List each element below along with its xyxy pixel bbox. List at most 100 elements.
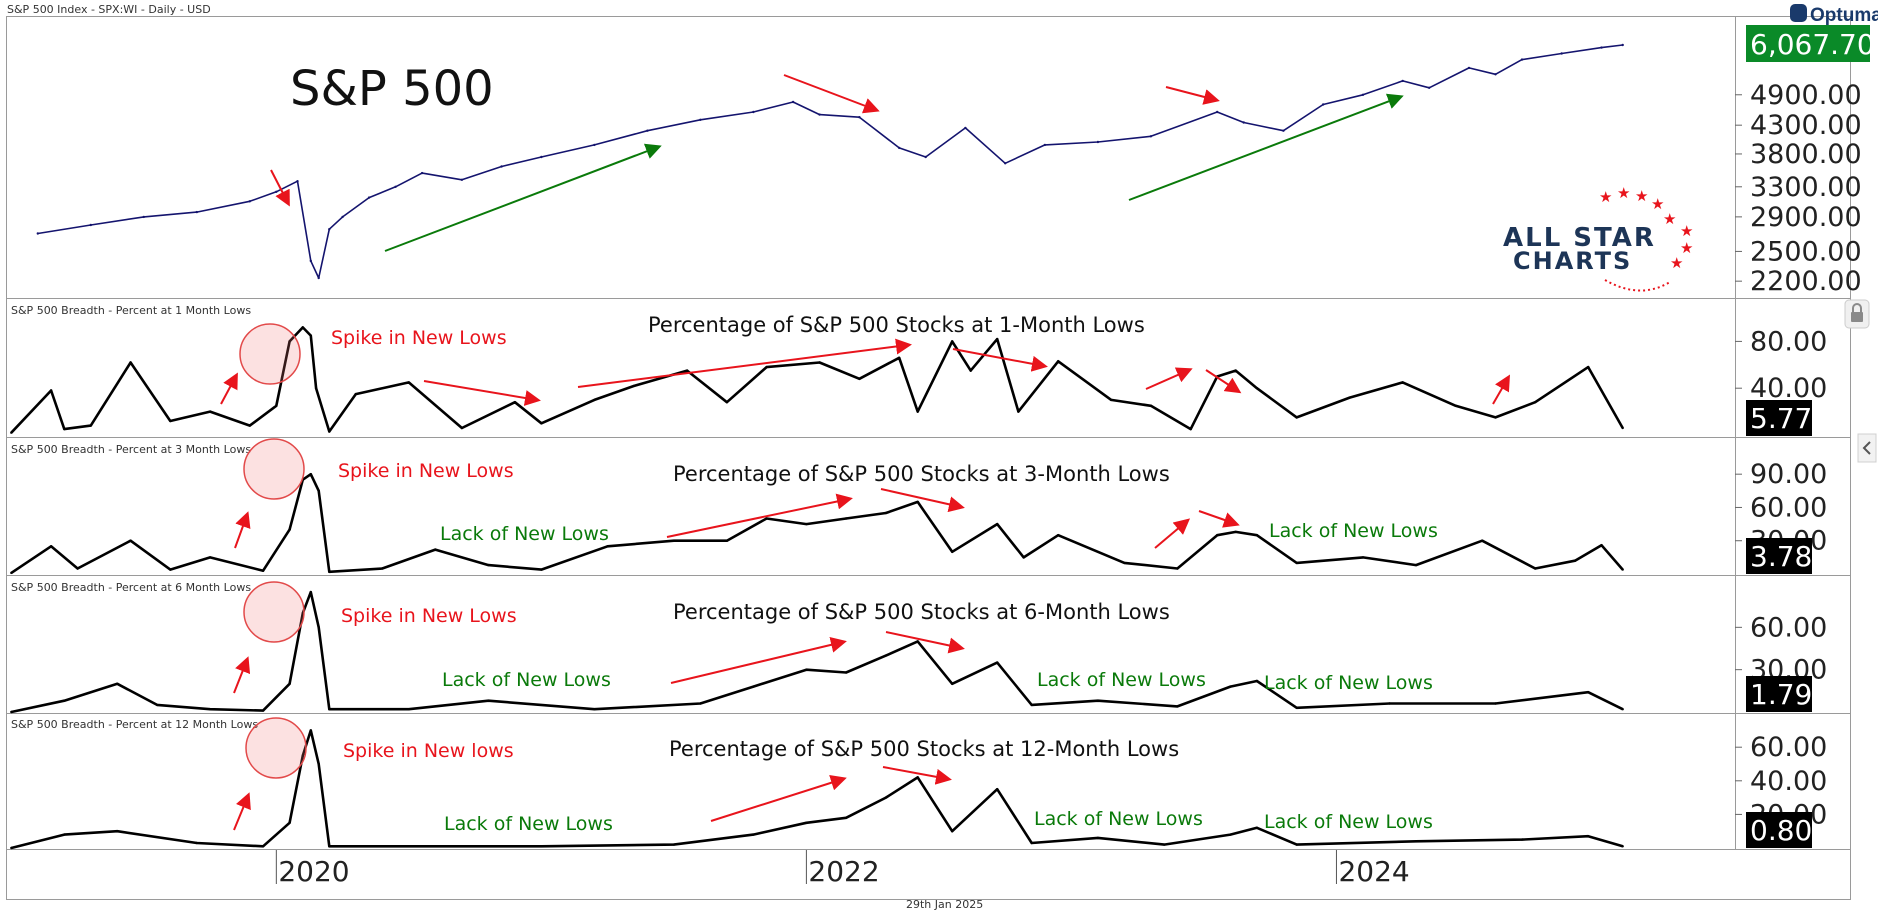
data-point-breadth_12m	[996, 788, 999, 791]
data-point-breadth_3m	[725, 539, 729, 542]
data-point-price	[1600, 46, 1603, 49]
date-footer: 29th Jan 2025	[906, 898, 983, 911]
data-point-breadth_6m	[208, 708, 212, 711]
svg-text:★: ★	[1599, 188, 1612, 206]
data-point-price	[142, 215, 145, 219]
last-value-box-1m: 5.77	[1746, 400, 1812, 436]
data-point-breadth_3m	[1057, 534, 1060, 537]
last-value-box-6m: 1.79	[1746, 676, 1812, 712]
y-tick-price: 2500.00	[1750, 236, 1862, 267]
data-point-price	[1560, 52, 1563, 55]
data-point-breadth_3m	[606, 545, 609, 548]
last-price-box: 6,067.70	[1746, 25, 1875, 62]
watermark-line-2: CHARTS	[1513, 247, 1632, 275]
data-point-marks	[10, 43, 1624, 850]
data-point-breadth_1m	[969, 369, 972, 372]
panel-frames	[6, 16, 1851, 900]
price-series-line	[37, 44, 1623, 279]
red-arrow	[233, 792, 251, 831]
data-point-breadth_6m	[1229, 685, 1232, 688]
data-point-breadth_1m	[89, 424, 93, 427]
data-point-breadth_1m	[275, 404, 278, 407]
last-value-box-3m: 3.78	[1746, 538, 1812, 574]
y-tick-price: 3300.00	[1750, 172, 1862, 203]
last-price-bg	[1746, 25, 1870, 62]
svg-text:★: ★	[1663, 210, 1676, 228]
star-arc-dots	[1604, 279, 1671, 292]
data-point-breadth_1m	[916, 410, 919, 413]
data-point-breadth_3m	[996, 522, 999, 526]
x-axis-ticks: 2020 2022 2024	[275, 850, 1410, 888]
data-point-breadth_6m	[309, 590, 312, 594]
data-point-breadth_3m	[76, 567, 79, 570]
spike-highlight-circles	[239, 323, 307, 779]
annotation-lack-6m-c: Lack of New Lows	[1264, 672, 1433, 694]
data-point-breadth_12m	[1414, 840, 1418, 843]
data-point-breadth_6m	[1255, 679, 1259, 683]
spike-circle-12m	[245, 717, 307, 779]
red-arrow	[666, 493, 853, 538]
data-point-breadth_3m	[844, 517, 848, 520]
data-point-breadth_12m	[1520, 838, 1524, 841]
data-point-breadth_1m	[49, 389, 53, 392]
data-point-breadth_1m	[208, 410, 212, 413]
y-tick-price: 4900.00	[1750, 80, 1862, 111]
panel-title-3m: Percentage of S&P 500 Stocks at 3-Month …	[673, 462, 1170, 486]
allstarcharts-watermark: ALL STAR CHARTS ★ ★ ★ ★★★ ★★	[1503, 184, 1693, 292]
data-point-price	[36, 232, 39, 235]
data-point-breadth_3m	[288, 528, 291, 531]
annotation-lack-12m-c: Lack of New Lows	[1264, 811, 1433, 833]
panel-caption-6m: S&P 500 Breadth - Percent at 6 Month Low…	[11, 581, 251, 594]
red-arrow	[1205, 369, 1242, 394]
data-point-breadth_6m	[288, 682, 291, 685]
y-tick-price: 2900.00	[1750, 202, 1862, 233]
x-tick-label: 2024	[1338, 855, 1409, 888]
data-point-price	[275, 190, 278, 193]
spike-circle-6m	[243, 581, 305, 643]
data-point-breadth_12m	[844, 816, 848, 819]
data-point-price	[1621, 43, 1624, 47]
data-point-breadth_6m	[1587, 691, 1590, 694]
data-point-breadth_12m	[1587, 835, 1590, 838]
data-point-breadth_1m	[858, 377, 861, 380]
lock-icon	[1851, 312, 1863, 322]
last-value-box-12m: 0.80	[1746, 812, 1812, 848]
green-trend-arrows	[384, 93, 1404, 252]
optuma-logo: Optuma	[1790, 4, 1878, 26]
data-point-price	[328, 228, 331, 231]
data-point-price	[646, 129, 649, 132]
data-point-breadth_6m	[407, 708, 410, 711]
annotation-lack-12m-b: Lack of New Lows	[1034, 808, 1203, 830]
data-point-breadth_12m	[884, 796, 888, 799]
lock-button[interactable]	[1844, 299, 1870, 329]
data-point-breadth_12m	[1621, 845, 1624, 848]
data-point-breadth_1m	[1401, 381, 1404, 384]
data-point-breadth_12m	[10, 846, 13, 850]
data-point-price	[858, 116, 861, 119]
data-point-breadth_12m	[1096, 836, 1100, 840]
annotation-lack-3m-a: Lack of New Lows	[440, 523, 609, 545]
annotation-lack-12m-a: Lack of New Lows	[444, 813, 613, 835]
data-point-breadth_3m	[1600, 544, 1603, 547]
data-point-breadth_1m	[540, 422, 543, 425]
data-point-breadth_3m	[1621, 568, 1624, 571]
data-point-breadth_12m	[309, 729, 312, 732]
y-axis-ticks: 4900.004300.003800.003300.002900.002500.…	[1735, 80, 1862, 830]
last-value-12m: 0.80	[1750, 814, 1812, 847]
data-point-breadth_6m	[10, 710, 13, 714]
svg-text:★: ★	[1617, 184, 1630, 202]
breadth-12m-series-line	[10, 729, 1624, 850]
data-point-breadth_1m	[169, 419, 172, 423]
red-arrow	[423, 380, 541, 406]
data-point-breadth_1m	[898, 356, 901, 359]
data-point-breadth_1m	[593, 398, 596, 402]
collapse-panel-button[interactable]	[1857, 433, 1877, 463]
last-value-6m: 1.79	[1750, 678, 1812, 711]
red-arrow	[882, 766, 952, 785]
chevron-left-icon	[1862, 441, 1871, 455]
data-point-breadth_1m	[248, 424, 251, 427]
data-point-breadth_1m	[1255, 387, 1259, 390]
red-arrow	[234, 511, 251, 549]
data-point-breadth_3m	[1534, 567, 1537, 570]
